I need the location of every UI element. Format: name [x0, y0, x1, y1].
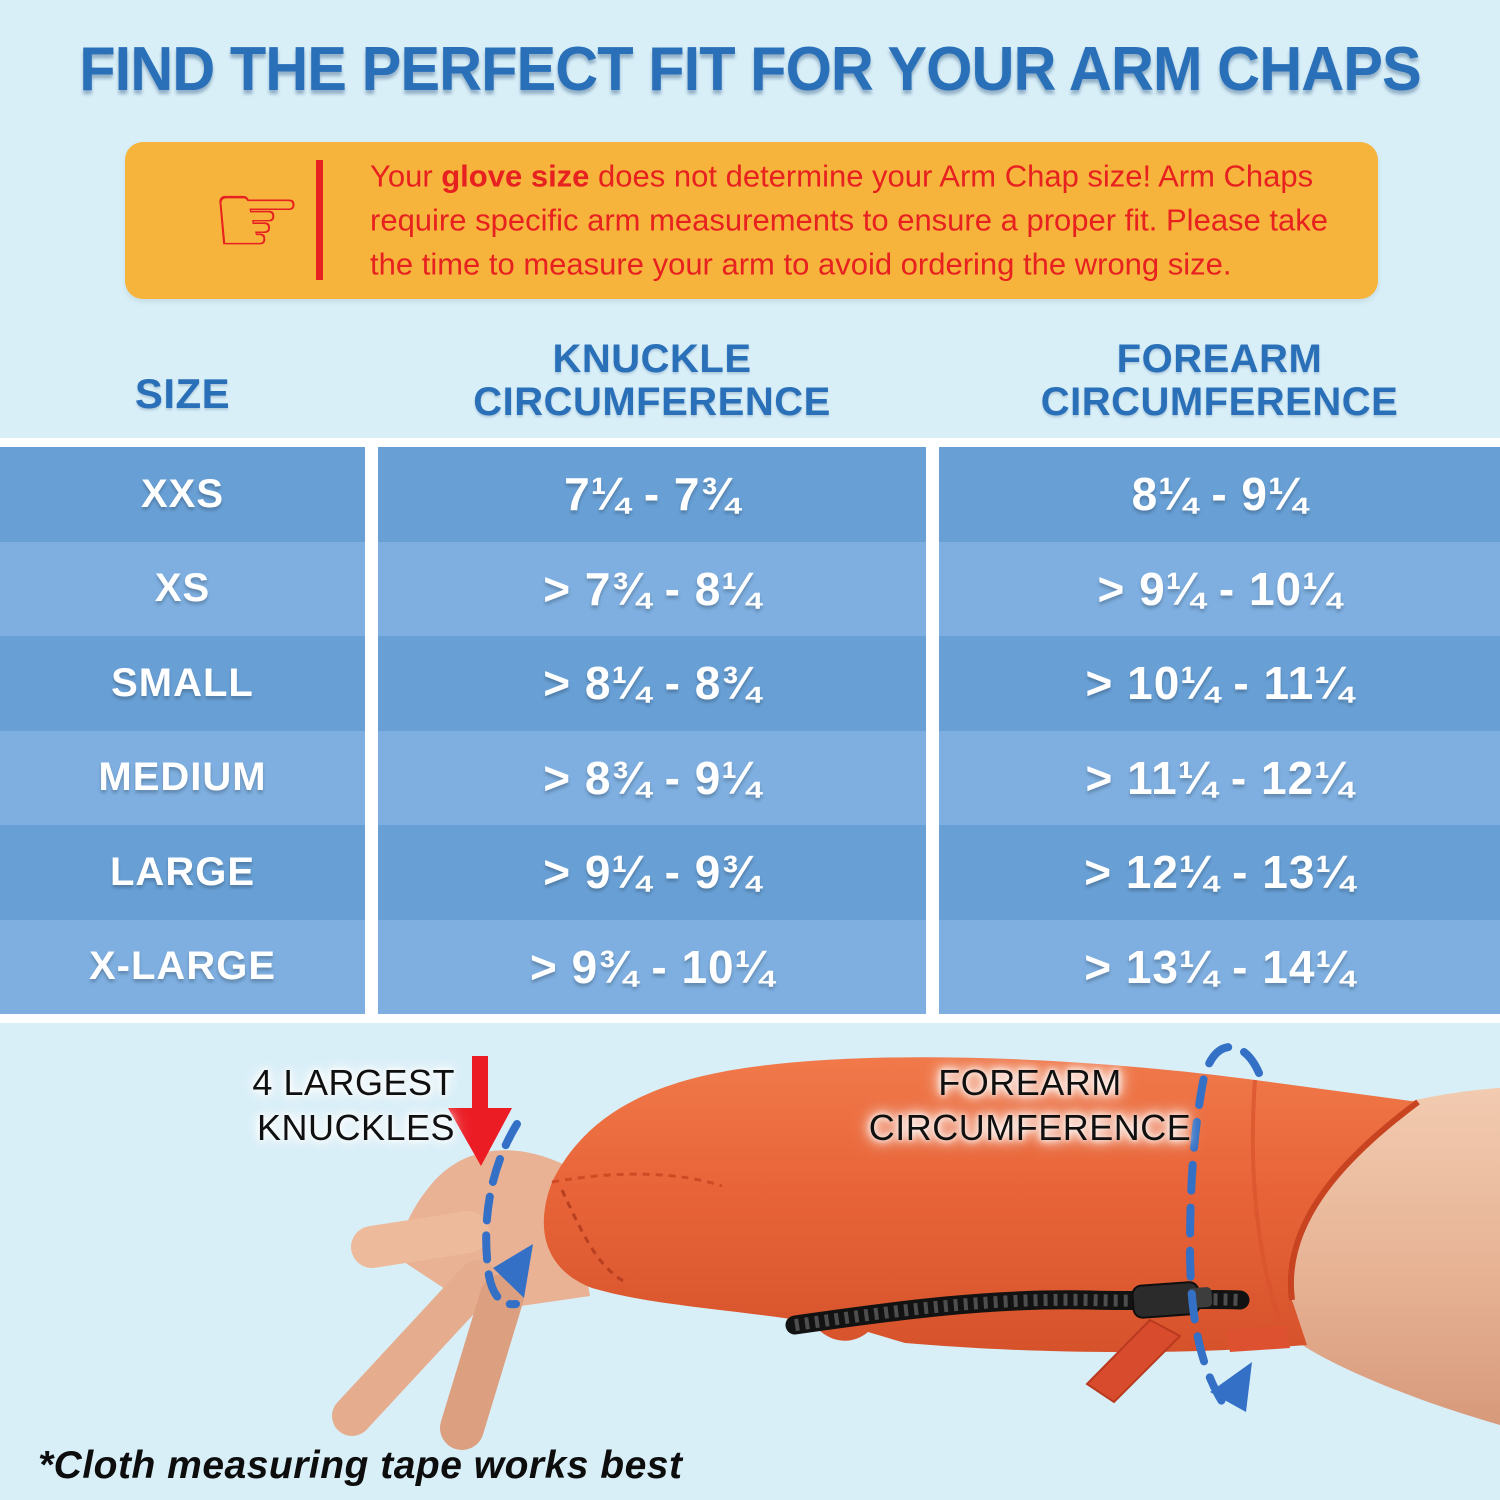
notice-text-bold: glove size — [441, 158, 590, 194]
knuckle-cell: > 7¾ - 8¼ — [378, 541, 926, 636]
cuff-fold-seam — [1250, 1079, 1282, 1323]
column-header-knuckle: KNUCKLE CIRCUMFERENCE — [473, 336, 831, 424]
knuckle-measure-arrowhead — [493, 1244, 533, 1298]
table-row: MEDIUM > 8¾ - 9¼ > 11¼ - 12¼ — [0, 730, 1500, 825]
forearm-cell: > 11¼ - 12¼ — [939, 730, 1500, 825]
pointing-finger-icon: ☞ — [210, 157, 304, 280]
zipper-pull-strap — [1085, 1318, 1182, 1404]
knuckle-cell: 7¼ - 7¾ — [378, 447, 926, 542]
finger — [351, 1211, 489, 1268]
table-row: XXS 7¼ - 7¾ 8¼ - 9¼ — [0, 447, 1500, 542]
hand-back-skin — [398, 1150, 590, 1312]
column-header-forearm: FOREARM CIRCUMFERENCE — [1040, 336, 1399, 424]
table-row: X-LARGE > 9¾ - 10¼ > 13¼ - 14¼ — [0, 919, 1500, 1014]
table-row: XS > 7¾ - 8¼ > 9¼ - 10¼ — [0, 541, 1500, 636]
size-cell: SMALL — [0, 636, 365, 731]
knuckle-arrow-shaft — [472, 1056, 488, 1112]
column-header-size: SIZE — [134, 369, 231, 417]
forearm-cell: > 10¼ - 11¼ — [939, 636, 1500, 731]
notice-text: Your glove size does not determine your … — [370, 154, 1375, 287]
table-row: SMALL > 8¼ - 8¾ > 10¼ - 11¼ — [0, 636, 1500, 731]
knuckle-arrow-head — [448, 1108, 512, 1166]
size-cell: XS — [0, 541, 365, 636]
notice-banner: ☞ Your glove size does not determine you… — [125, 142, 1378, 299]
forearm-cell: > 9¼ - 10¼ — [939, 541, 1500, 636]
zipper-red-tab — [1226, 1326, 1290, 1352]
knuckle-cell: > 8¼ - 8¾ — [378, 636, 926, 731]
notice-text-prefix: Your — [370, 158, 442, 194]
forearm-cell: > 13¼ - 14¼ — [939, 919, 1500, 1014]
finger — [332, 1260, 498, 1436]
forearm-cell: > 12¼ - 13¼ — [939, 825, 1500, 920]
notice-text-suffix: does not determine your Arm Chap size! A… — [370, 158, 1329, 282]
forearm-measure-dashes — [1185, 1043, 1263, 1413]
forearm-cell: 8¼ - 9¼ — [939, 447, 1500, 542]
page-title: FIND THE PERFECT FIT FOR YOUR ARM CHAPS — [79, 35, 1421, 104]
knuckle-cell: > 9¼ - 9¾ — [378, 825, 926, 920]
arm-chap-photo — [332, 1043, 1500, 1450]
forearm-label: FOREARM CIRCUMFERENCE — [868, 1062, 1192, 1148]
knuckles-label: 4 LARGEST KNUCKLES — [252, 1062, 455, 1148]
size-cell: LARGE — [0, 825, 365, 920]
size-table: XXS 7¼ - 7¾ 8¼ - 9¼ XS > 7¾ - 8¼ > 9¼ - … — [0, 438, 1500, 1023]
knuckle-measure-dashes — [482, 1120, 521, 1309]
knuckle-cell: > 8¾ - 9¼ — [378, 730, 926, 825]
stitch-seam — [560, 1189, 629, 1286]
footnote: *Cloth measuring tape works best — [38, 1444, 683, 1487]
cuff-seam — [1287, 1099, 1420, 1301]
size-cell: XXS — [0, 447, 365, 542]
stitch-seam — [551, 1172, 723, 1188]
size-cell: MEDIUM — [0, 730, 365, 825]
table-header-row: SIZE KNUCKLE CIRCUMFERENCE FOREARM CIRCU… — [0, 320, 1500, 432]
size-cell: X-LARGE — [0, 919, 365, 1014]
table-row: LARGE > 9¼ - 9¾ > 12¼ - 13¼ — [0, 825, 1500, 920]
forearm-measure-arrowhead — [1210, 1362, 1252, 1412]
knuckle-cell: > 9¾ - 10¼ — [378, 919, 926, 1014]
notice-divider — [316, 160, 323, 280]
finger — [440, 1274, 524, 1450]
